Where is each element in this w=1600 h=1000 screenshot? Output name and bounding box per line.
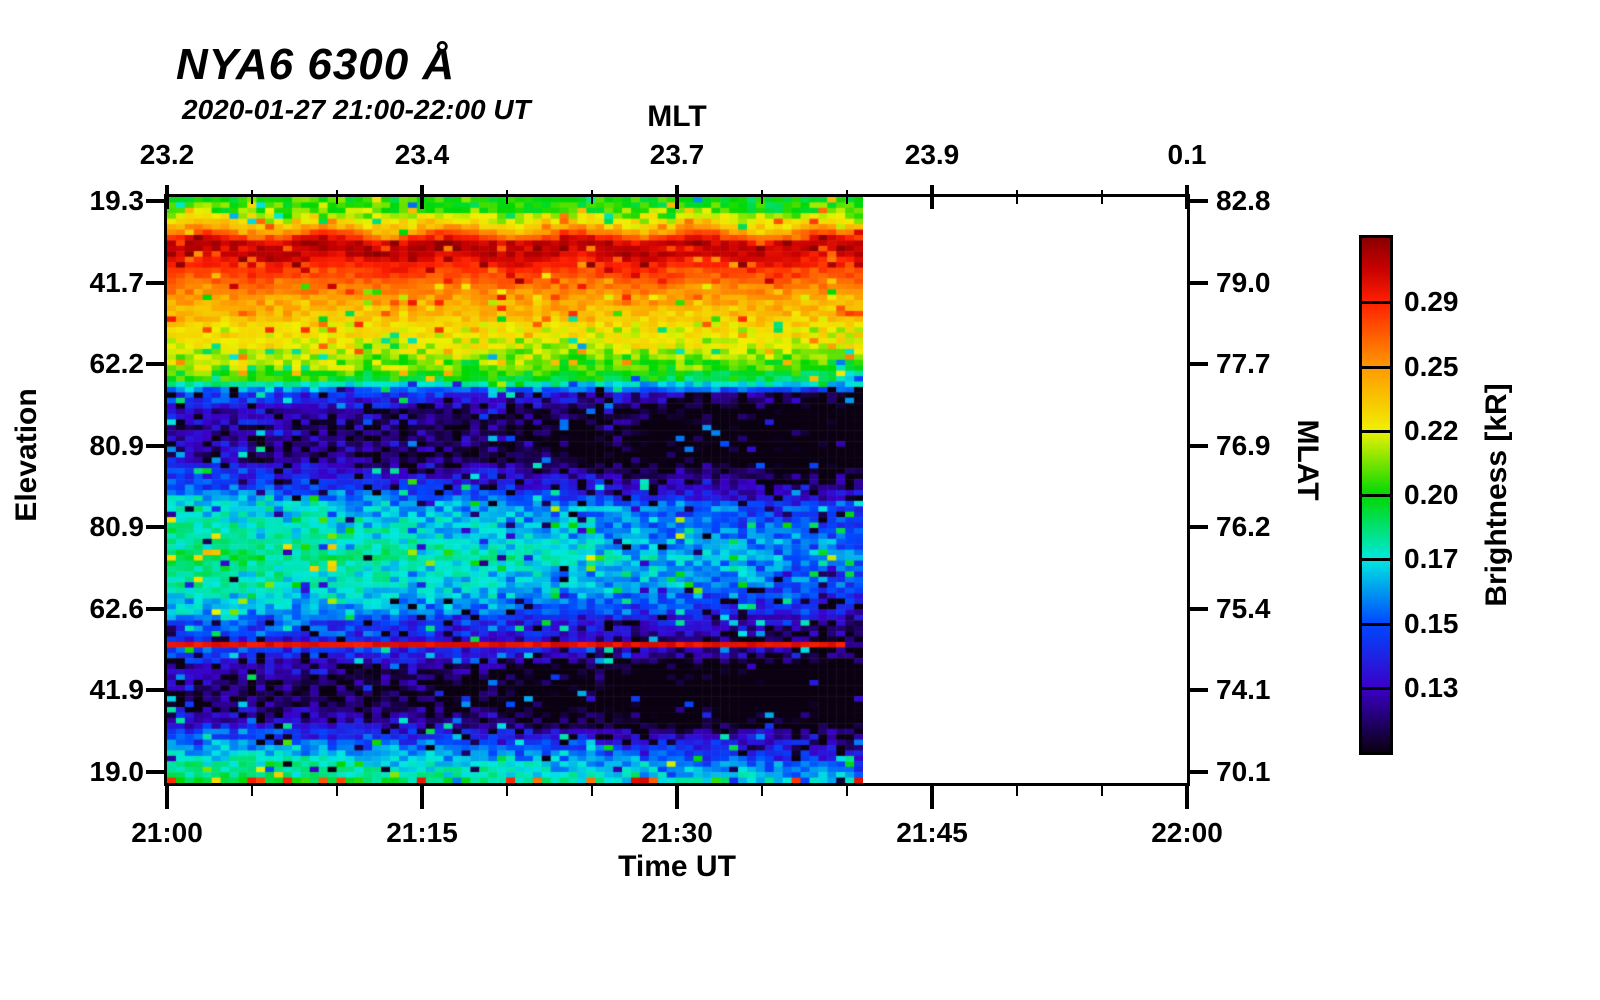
right-tick-label: 77.7 xyxy=(1216,348,1271,379)
bottom-minor-tick xyxy=(1016,783,1018,796)
bottom-tick-label: 21:30 xyxy=(641,817,713,848)
right-tick-label: 70.1 xyxy=(1216,756,1271,787)
bottom-major-tick xyxy=(675,783,679,809)
top-major-tick xyxy=(1185,185,1189,209)
bottom-minor-tick xyxy=(506,783,508,796)
bottom-axis-title: Time UT xyxy=(618,850,736,883)
bottom-major-tick xyxy=(930,783,934,809)
bottom-tick-label: 21:00 xyxy=(131,817,203,848)
left-tick-label: 41.9 xyxy=(89,674,145,705)
right-major-tick xyxy=(1187,688,1208,692)
colorbar-divider xyxy=(1362,301,1390,304)
bottom-minor-tick xyxy=(761,783,763,796)
right-major-tick xyxy=(1187,199,1208,203)
left-tick-label: 62.6 xyxy=(89,593,145,624)
bottom-minor-tick xyxy=(591,783,593,796)
colorbar-divider xyxy=(1362,623,1390,626)
right-tick-label: 76.2 xyxy=(1216,511,1271,542)
right-tick-label: 74.1 xyxy=(1216,674,1271,705)
top-minor-tick xyxy=(336,190,338,204)
colorbar-tick-label: 0.15 xyxy=(1404,608,1459,639)
left-major-tick xyxy=(146,362,167,366)
top-minor-tick xyxy=(846,190,848,204)
bottom-major-tick xyxy=(165,783,169,809)
top-major-tick xyxy=(420,185,424,209)
top-minor-tick xyxy=(591,190,593,204)
top-major-tick xyxy=(930,185,934,209)
colorbar-tick-label: 0.20 xyxy=(1404,479,1459,510)
top-major-tick xyxy=(165,185,169,209)
right-tick-label: 79.0 xyxy=(1216,267,1271,298)
top-major-tick xyxy=(675,185,679,209)
heatmap-image xyxy=(167,197,863,783)
top-tick-label: 23.9 xyxy=(904,139,960,170)
right-major-tick xyxy=(1187,362,1208,366)
right-major-tick xyxy=(1187,770,1208,774)
plot-subtitle: 2020-01-27 21:00-22:00 UT xyxy=(182,94,531,125)
right-tick-label: 82.8 xyxy=(1216,185,1271,216)
colorbar xyxy=(1359,235,1393,755)
left-tick-label: 19.3 xyxy=(89,185,145,216)
left-tick-label: 80.9 xyxy=(89,511,145,542)
top-tick-label: 23.4 xyxy=(394,139,450,170)
top-minor-tick xyxy=(761,190,763,204)
colorbar-tick-label: 0.25 xyxy=(1404,351,1459,382)
bottom-major-tick xyxy=(420,783,424,809)
left-major-tick xyxy=(146,525,167,529)
top-axis-title: MLT xyxy=(647,100,707,133)
right-major-tick xyxy=(1187,607,1208,611)
bottom-minor-tick xyxy=(1101,783,1103,796)
right-tick-label: 75.4 xyxy=(1216,593,1271,624)
colorbar-divider xyxy=(1362,558,1390,561)
plot-title: NYA6 6300 Å xyxy=(176,40,456,89)
colorbar-title: Brightness [kR] xyxy=(1480,383,1513,607)
bottom-tick-label: 22:00 xyxy=(1151,817,1223,848)
left-tick-label: 80.9 xyxy=(89,430,145,461)
bottom-minor-tick xyxy=(336,783,338,796)
bottom-major-tick xyxy=(1185,783,1189,809)
bottom-tick-label: 21:45 xyxy=(896,817,968,848)
colorbar-divider xyxy=(1362,366,1390,369)
left-major-tick xyxy=(146,770,167,774)
left-tick-label: 19.0 xyxy=(89,756,145,787)
top-minor-tick xyxy=(251,190,253,204)
top-minor-tick xyxy=(506,190,508,204)
right-axis-title: MLAT xyxy=(1291,419,1324,501)
colorbar-tick-label: 0.22 xyxy=(1404,415,1459,446)
top-tick-label: 23.2 xyxy=(139,139,195,170)
colorbar-divider xyxy=(1362,430,1390,433)
left-major-tick xyxy=(146,688,167,692)
colorbar-tick-label: 0.29 xyxy=(1404,286,1459,317)
right-major-tick xyxy=(1187,281,1208,285)
left-major-tick xyxy=(146,444,167,448)
left-tick-label: 41.7 xyxy=(89,267,145,298)
bottom-minor-tick xyxy=(846,783,848,796)
left-tick-label: 62.2 xyxy=(89,348,145,379)
right-major-tick xyxy=(1187,525,1208,529)
right-tick-label: 76.9 xyxy=(1216,430,1271,461)
top-tick-label: 0.1 xyxy=(1167,139,1207,170)
colorbar-divider xyxy=(1362,687,1390,690)
top-minor-tick xyxy=(1016,190,1018,204)
colorbar-divider xyxy=(1362,494,1390,497)
top-tick-label: 23.7 xyxy=(649,139,705,170)
left-major-tick xyxy=(146,607,167,611)
colorbar-tick-label: 0.17 xyxy=(1404,543,1459,574)
colorbar-tick-label: 0.13 xyxy=(1404,672,1459,703)
bottom-tick-label: 21:15 xyxy=(386,817,458,848)
bottom-minor-tick xyxy=(251,783,253,796)
right-major-tick xyxy=(1187,444,1208,448)
top-minor-tick xyxy=(1101,190,1103,204)
left-major-tick xyxy=(146,199,167,203)
left-major-tick xyxy=(146,281,167,285)
